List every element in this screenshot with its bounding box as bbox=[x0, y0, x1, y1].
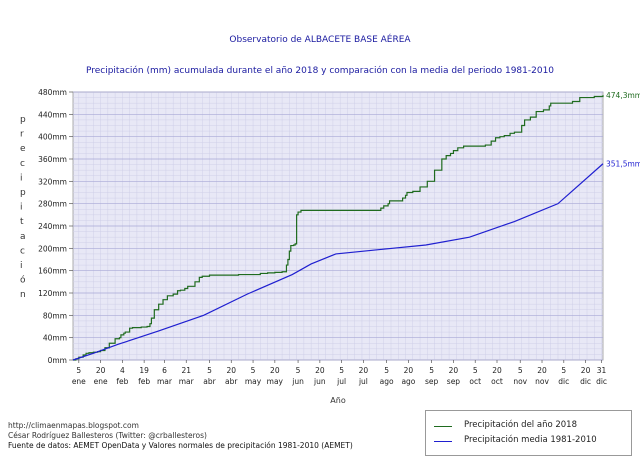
footer-author: César Rodríguez Ballesteros (Twitter: @c… bbox=[8, 431, 207, 440]
legend-swatch-2018 bbox=[434, 426, 452, 427]
x-tick-number: 20 bbox=[315, 366, 325, 375]
series-2018-line bbox=[73, 95, 604, 361]
x-tick-month: dic bbox=[580, 377, 591, 386]
y-tick-label: 0mm bbox=[48, 356, 67, 365]
x-tick-number: 20 bbox=[227, 366, 237, 375]
end-value-label: 351,5mm bbox=[606, 160, 640, 169]
x-tick-number: 4 bbox=[120, 366, 125, 375]
legend: Precipitación del año 2018 Precipitación… bbox=[425, 410, 632, 456]
x-tick-month: jul bbox=[336, 377, 346, 386]
x-tick-number: 5 bbox=[384, 366, 389, 375]
x-tick-month: mar bbox=[157, 377, 173, 386]
x-tick-number: 5 bbox=[76, 366, 81, 375]
series-mean-line bbox=[72, 163, 604, 361]
x-tick-number: 5 bbox=[473, 366, 478, 375]
x-tick-month: may bbox=[267, 377, 284, 386]
x-tick-number: 31 bbox=[597, 366, 607, 375]
y-axis-label-letter: ó bbox=[20, 275, 26, 286]
x-tick-month: ago bbox=[380, 377, 394, 386]
x-tick-number: 20 bbox=[492, 366, 502, 375]
y-axis-label-letter: r bbox=[20, 130, 24, 140]
x-tick-month: feb bbox=[116, 377, 128, 386]
x-tick-month: may bbox=[245, 377, 262, 386]
x-tick-month: oct bbox=[491, 377, 503, 386]
end-value-label: 474,3mm bbox=[606, 91, 640, 100]
x-tick-month: dic bbox=[596, 377, 607, 386]
y-tick-label: 480mm bbox=[38, 88, 67, 97]
y-axis-label-letter: i bbox=[20, 173, 23, 183]
chart-title: Observatorio de ALBACETE BASE AÉREA bbox=[229, 35, 411, 45]
y-tick-label: 80mm bbox=[43, 311, 67, 320]
x-tick-number: 5 bbox=[429, 366, 434, 375]
legend-swatch-mean bbox=[434, 441, 452, 442]
y-axis-label-letter: c bbox=[20, 159, 25, 169]
x-tick-month: nov bbox=[513, 377, 527, 386]
x-tick-month: abr bbox=[203, 377, 216, 386]
legend-label-mean: Precipitación media 1981-2010 bbox=[464, 435, 597, 445]
x-tick-month: dic bbox=[558, 377, 569, 386]
y-tick-label: 320mm bbox=[38, 177, 67, 186]
y-tick-label: 400mm bbox=[38, 133, 67, 142]
y-axis-label-letter: p bbox=[20, 115, 26, 125]
x-tick-month: sep bbox=[447, 377, 461, 386]
x-tick-number: 20 bbox=[404, 366, 414, 375]
y-axis-label-letter: n bbox=[20, 290, 26, 300]
x-tick-month: ago bbox=[401, 377, 415, 386]
y-axis: 0mm 40mm 80mm 120mm 160mm 200mm 240mm 280mm 320m… bbox=[38, 88, 73, 365]
x-tick-number: 20 bbox=[270, 366, 280, 375]
chart-subtitle: Precipitación (mm) acumulada durante el … bbox=[85, 66, 555, 76]
y-axis-label-letter: a bbox=[20, 232, 26, 242]
y-axis-label-letter: e bbox=[20, 144, 26, 154]
x-axis-label: Año bbox=[330, 396, 346, 405]
x-tick-month: ene bbox=[72, 377, 86, 386]
series: 474,3mm 351,5mm bbox=[72, 91, 640, 361]
x-tick-number: 20 bbox=[359, 366, 369, 375]
y-axis-label-letter: i bbox=[20, 261, 23, 271]
x-tick-month: feb bbox=[138, 377, 150, 386]
x-tick-number: 5 bbox=[339, 366, 344, 375]
footer-url: http://climaenmapas.blogspot.com bbox=[8, 421, 139, 430]
y-axis-label-letter: t bbox=[20, 217, 24, 227]
x-tick-month: nov bbox=[535, 377, 549, 386]
legend-item-mean: Precipitación media 1981-2010 bbox=[434, 435, 629, 447]
x-tick-month: sep bbox=[425, 377, 439, 386]
y-axis-label-letter: i bbox=[20, 203, 23, 213]
y-tick-label: 120mm bbox=[38, 289, 67, 298]
y-tick-label: 40mm bbox=[43, 334, 67, 343]
y-tick-label: 440mm bbox=[38, 110, 67, 119]
x-tick-number: 5 bbox=[207, 366, 212, 375]
y-axis-label-letter: c bbox=[20, 246, 25, 256]
x-tick-number: 6 bbox=[162, 366, 167, 375]
x-tick-number: 20 bbox=[537, 366, 547, 375]
y-tick-label: 160mm bbox=[38, 267, 67, 276]
x-tick-number: 21 bbox=[181, 366, 191, 375]
x-tick-number: 19 bbox=[139, 366, 149, 375]
grid bbox=[73, 91, 603, 361]
x-tick-number: 20 bbox=[96, 366, 106, 375]
y-tick-label: 280mm bbox=[38, 200, 67, 209]
y-tick-label: 200mm bbox=[38, 244, 67, 253]
x-tick-month: jun bbox=[291, 377, 304, 386]
x-tick-month: mar bbox=[179, 377, 195, 386]
x-tick-number: 5 bbox=[518, 366, 523, 375]
x-tick-month: oct bbox=[469, 377, 481, 386]
legend-label-2018: Precipitación del año 2018 bbox=[464, 420, 577, 430]
footer-source: Fuente de datos: AEMET OpenData y Valore… bbox=[8, 441, 353, 450]
y-axis-label-letter: p bbox=[20, 188, 26, 198]
x-tick-month: jun bbox=[313, 377, 326, 386]
x-tick-month: jul bbox=[358, 377, 368, 386]
x-axis: 5 ene 20 ene 4 feb 19 feb 6 mar 21 mar 5 abr 20 abr 5 may… bbox=[72, 360, 607, 386]
legend-item-2018: Precipitación del año 2018 bbox=[434, 420, 629, 432]
y-tick-label: 360mm bbox=[38, 155, 67, 164]
x-tick-month: ene bbox=[94, 377, 108, 386]
x-tick-month: abr bbox=[225, 377, 238, 386]
x-tick-number: 5 bbox=[251, 366, 256, 375]
x-tick-number: 5 bbox=[296, 366, 301, 375]
x-tick-number: 20 bbox=[581, 366, 591, 375]
x-tick-number: 5 bbox=[561, 366, 566, 375]
y-tick-label: 240mm bbox=[38, 222, 67, 231]
x-tick-number: 20 bbox=[449, 366, 459, 375]
